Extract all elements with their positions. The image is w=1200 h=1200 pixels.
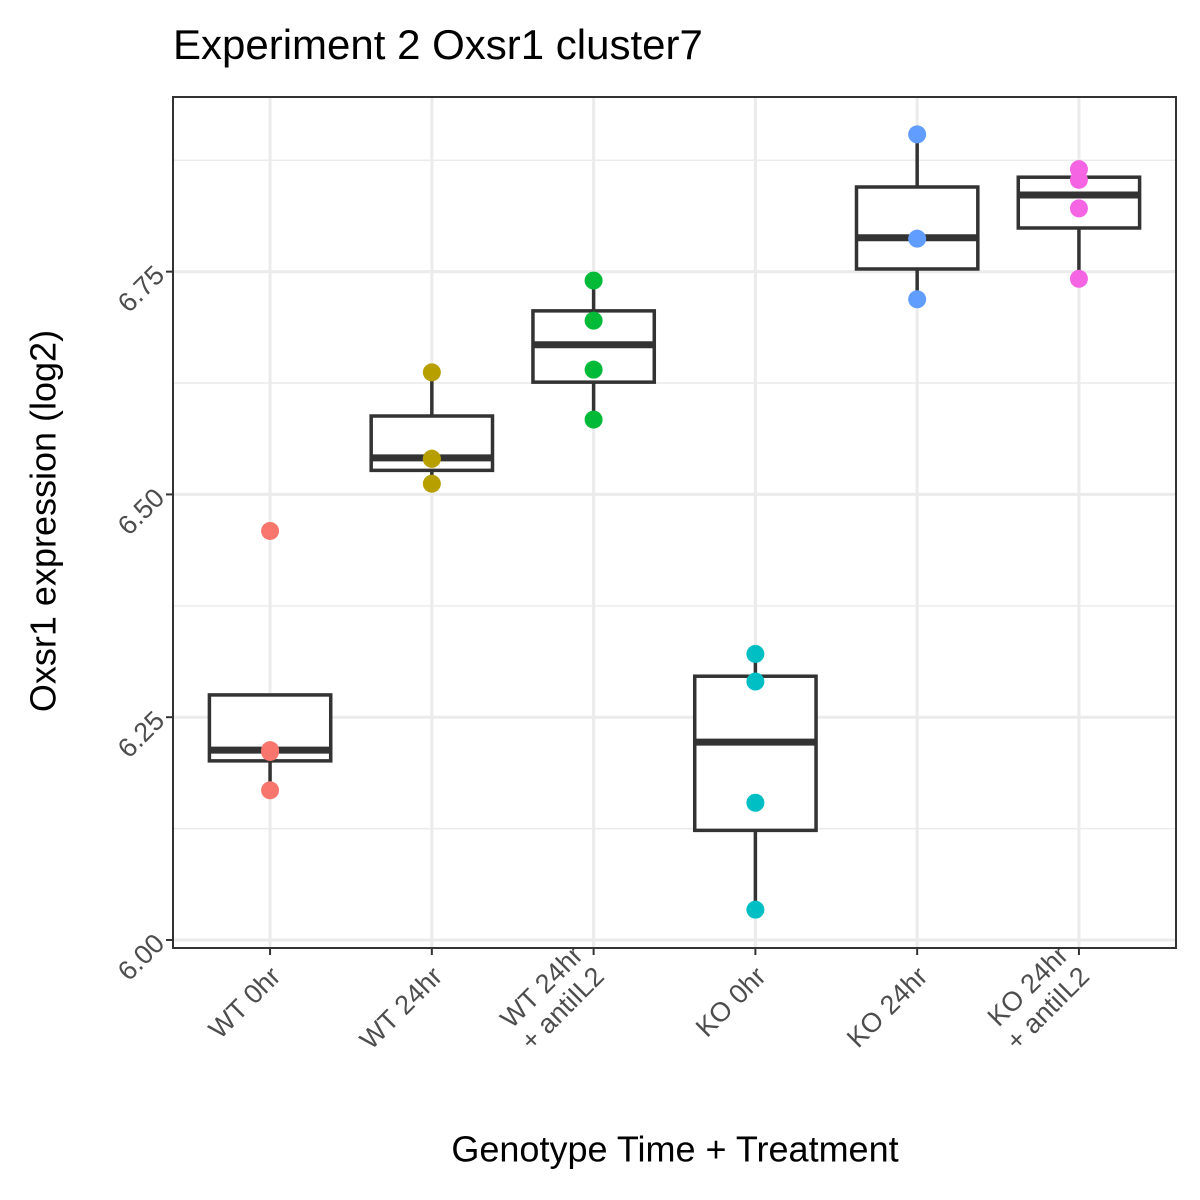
plot-border	[172, 96, 1177, 949]
x-tick-label-line: WT 0hr	[203, 961, 286, 1044]
x-tick-label: WT 24hr+ antiIL2	[494, 940, 610, 1056]
point	[746, 793, 765, 812]
point	[261, 781, 280, 800]
point	[422, 474, 441, 493]
y-tick-label: 6.25	[112, 705, 170, 763]
x-tick-label: WT 24hr	[354, 961, 448, 1055]
point	[584, 311, 603, 330]
y-tick-label: 6.00	[112, 928, 170, 986]
point	[908, 290, 927, 309]
x-tick-label: KO 24hr	[841, 961, 933, 1053]
point	[261, 521, 280, 540]
point	[1069, 170, 1088, 189]
point	[746, 672, 765, 691]
x-tick-label-line: WT 24hr	[354, 961, 448, 1055]
point	[584, 410, 603, 429]
y-axis-title: Oxsr1 expression (log2)	[23, 330, 64, 712]
x-tick-label-line: KO 0hr	[690, 961, 772, 1043]
point	[584, 271, 603, 290]
y-tick-label: 6.75	[112, 260, 170, 318]
point	[261, 742, 280, 761]
x-tick-label: KO 24hr+ antiIL2	[979, 940, 1095, 1056]
y-tick-label: 6.50	[112, 482, 170, 540]
point	[1069, 199, 1088, 218]
point	[422, 363, 441, 382]
box	[854, 185, 980, 271]
point	[746, 644, 765, 663]
point	[422, 449, 441, 468]
point	[908, 125, 927, 144]
x-tick-label: WT 0hr	[203, 961, 286, 1044]
point	[746, 900, 765, 919]
x-axis-title: Genotype Time + Treatment	[451, 1129, 898, 1170]
point	[584, 360, 603, 379]
x-tick-label: KO 0hr	[690, 961, 772, 1043]
point	[1069, 269, 1088, 288]
point	[908, 229, 927, 248]
chart-title: Experiment 2 Oxsr1 cluster7	[173, 21, 703, 68]
x-tick-label-line: KO 24hr	[841, 961, 933, 1053]
